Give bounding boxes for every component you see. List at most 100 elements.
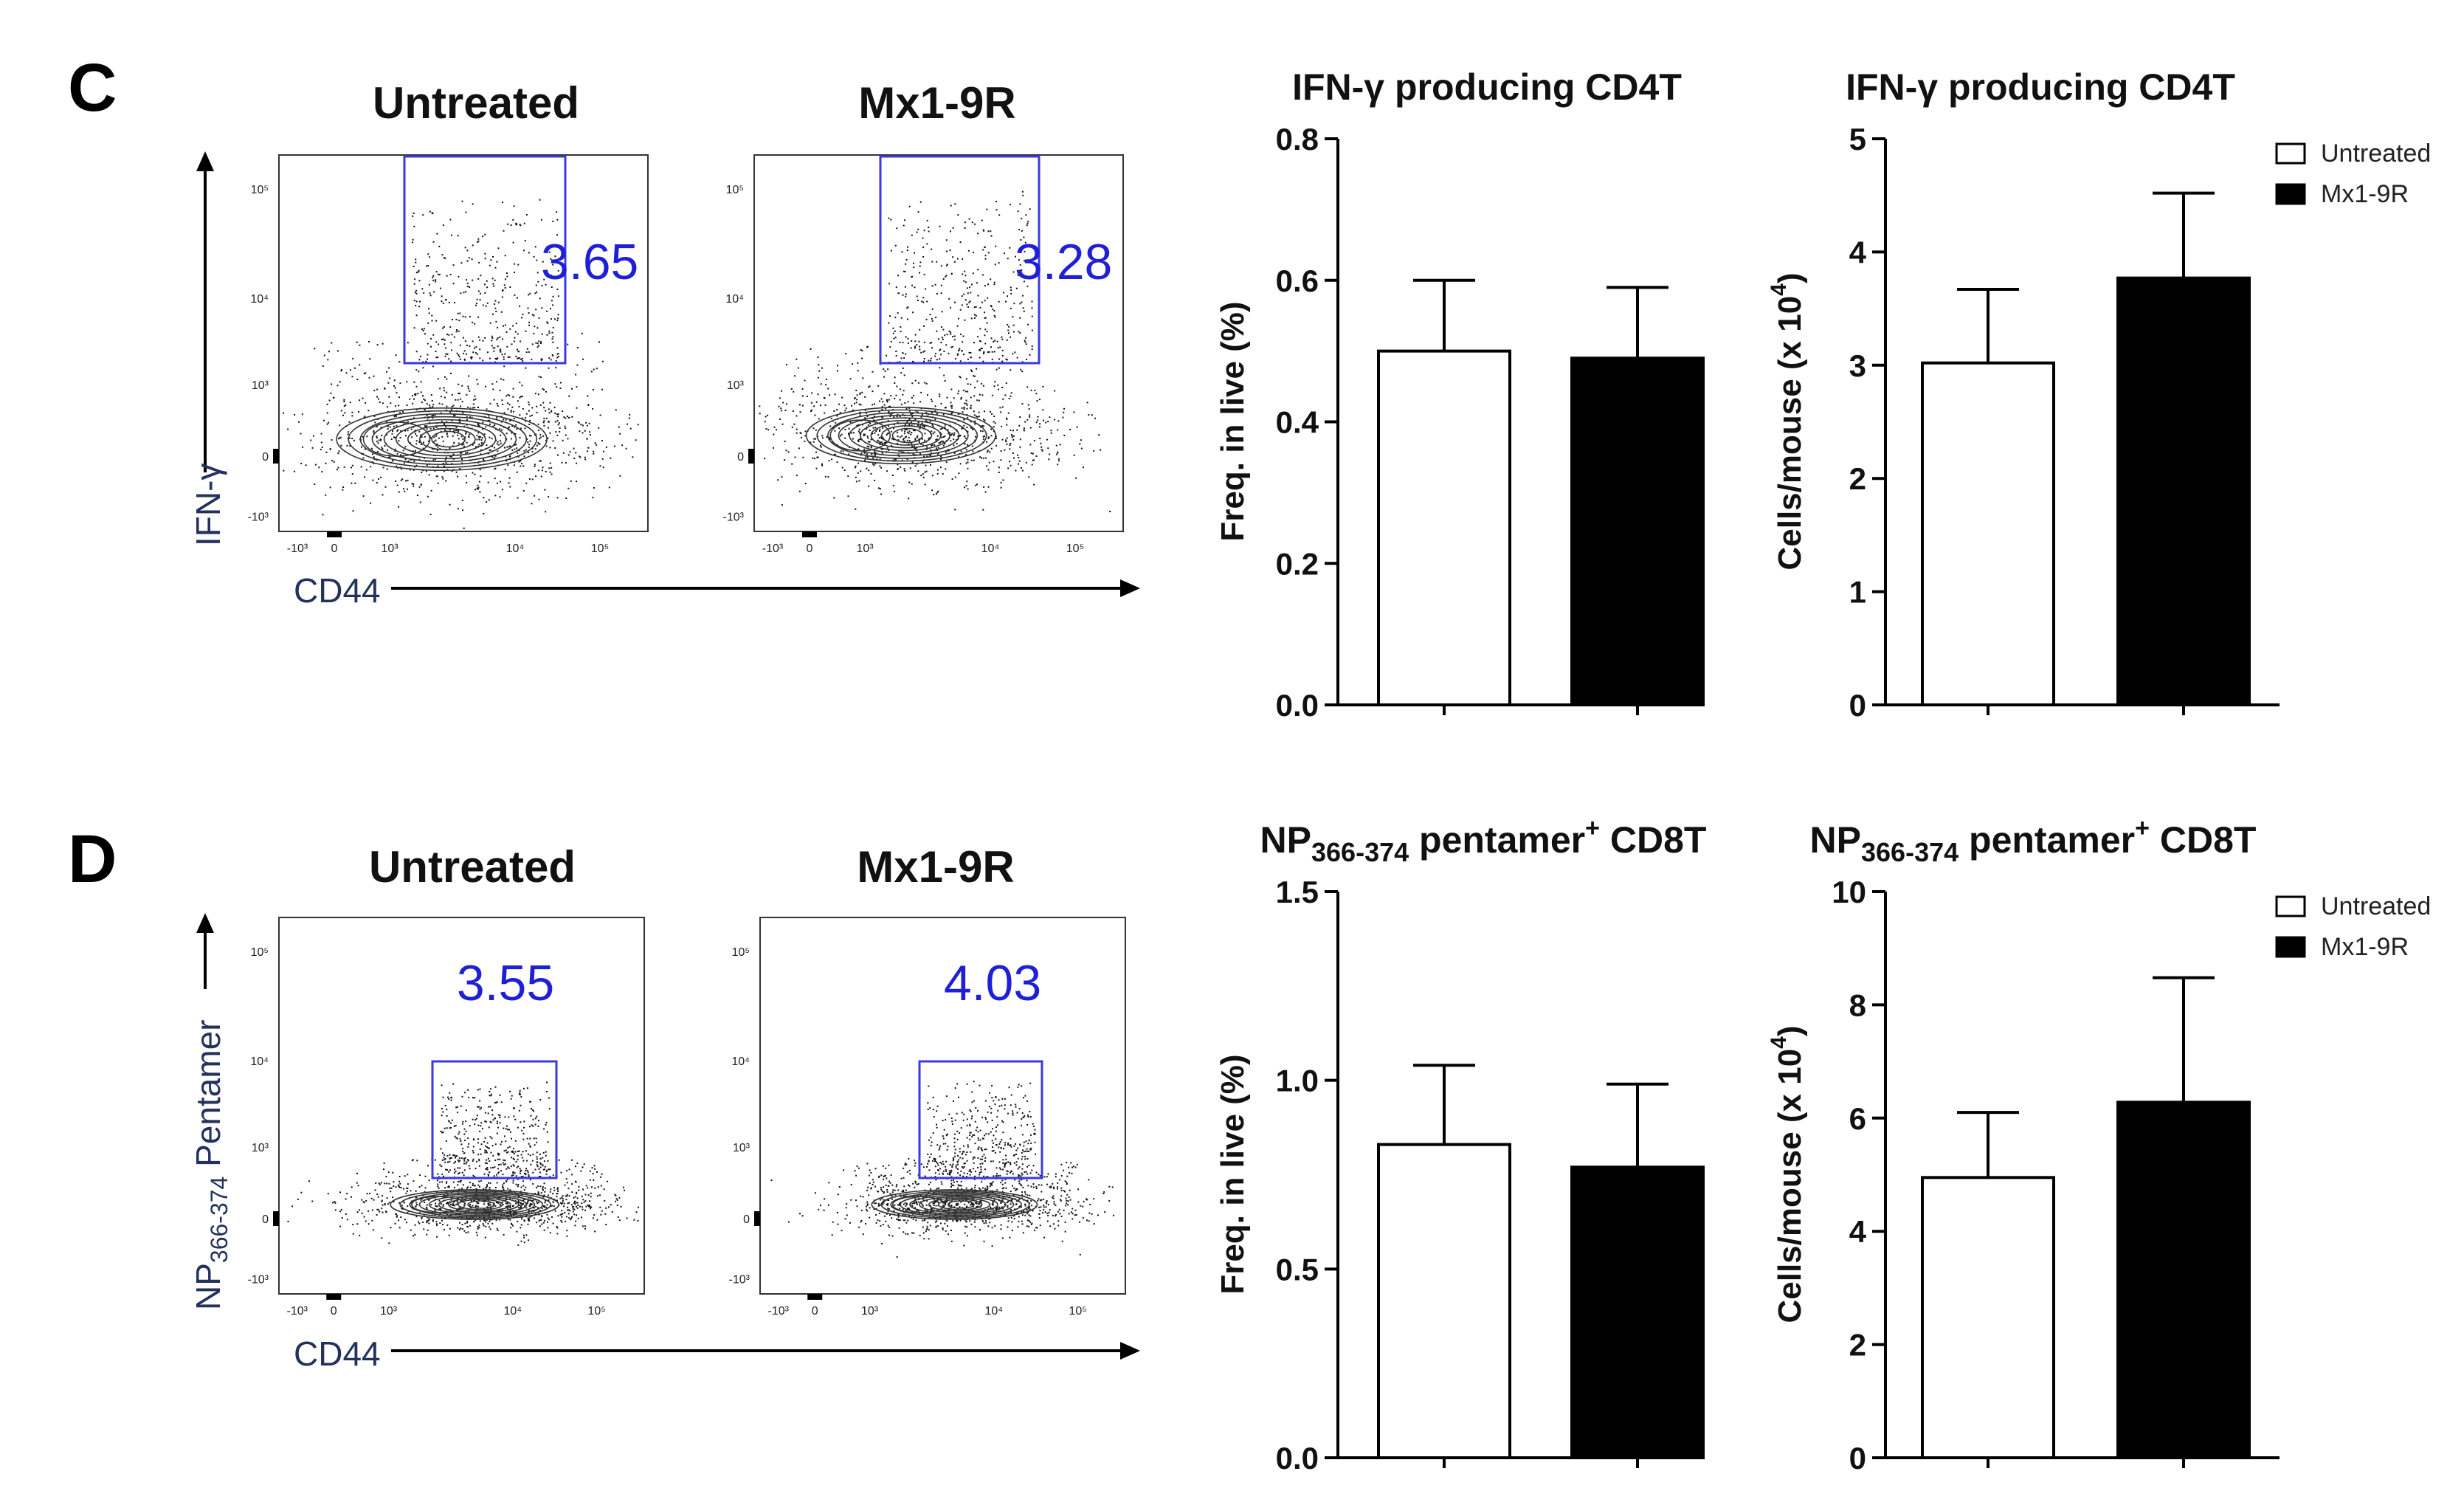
contour-line xyxy=(467,1200,495,1209)
flow-zero-marker xyxy=(807,1294,823,1300)
flow-y-tick-label: 10⁵ xyxy=(726,184,744,196)
bar-chart-d-freq: NP366-374 pentamer+ CD8T 0.0 0.5 1.0 1.5 Freq… xyxy=(1215,814,1706,1475)
y-tick-label: 0.4 xyxy=(1276,405,1319,440)
flow-y-tick-label: 10⁵ xyxy=(251,946,269,959)
flow-x-tick-label: 10⁴ xyxy=(503,1305,522,1318)
contour-line xyxy=(390,1189,559,1220)
flow-y-tick-label: 10⁵ xyxy=(732,946,750,959)
flow-x-axis-d: CD44 xyxy=(294,1334,1140,1373)
y-tick-label: 5 xyxy=(1849,122,1866,156)
legend-label: Mx1-9R xyxy=(2321,180,2409,208)
y-tick-label: 0.6 xyxy=(1276,264,1319,298)
contour-line xyxy=(870,422,942,449)
contour-line xyxy=(371,416,517,463)
contour-line xyxy=(419,427,476,451)
flow-x-label-d: CD44 xyxy=(294,1334,381,1373)
contour-line xyxy=(359,413,528,466)
contour-line xyxy=(407,424,486,454)
chart-title: NP366-374 pentamer+ CD8T xyxy=(1810,814,2257,867)
flow-x-tick-label: 0 xyxy=(331,543,338,555)
contour-line xyxy=(947,1200,975,1209)
contour-line xyxy=(399,1190,552,1219)
legend-swatch-untreated xyxy=(2275,895,2306,917)
flow-contour-cloud xyxy=(287,1081,639,1246)
flow-x-tick-label: 10⁵ xyxy=(591,543,609,555)
contour-line xyxy=(891,1196,946,1213)
flow-y-tick-label: -10³ xyxy=(248,1274,269,1287)
y-tick-label: 10 xyxy=(1832,875,1866,909)
flow-ticks-d: -10³ 0 10³ 10⁴ 10⁵ -10³ 0 10³ 10⁴ 10⁵ -10³ 0 10³ 10⁴ 1… xyxy=(248,946,1087,1318)
flow-x-tick-label: -10³ xyxy=(768,1305,790,1318)
bar-untreated xyxy=(1377,349,1511,706)
contour-line xyxy=(838,414,969,457)
flow-y-tick-label: 10⁴ xyxy=(725,293,744,306)
flow-x-tick-label: 10³ xyxy=(861,1305,879,1318)
flow-contour-cloud xyxy=(770,1081,1114,1258)
chart-title: IFN-γ producing CD4T xyxy=(1292,66,1682,108)
y-tick-label: 0.5 xyxy=(1276,1252,1319,1287)
bar-mx1-9r xyxy=(1570,1165,1705,1459)
contour-line xyxy=(827,412,979,459)
flow-plot-frame xyxy=(759,917,1126,1295)
contour-line xyxy=(409,1191,544,1218)
contour-line xyxy=(438,1196,520,1213)
contour-line xyxy=(909,1194,1007,1215)
flow-x-tick-label: 0 xyxy=(812,1305,818,1318)
contour-line xyxy=(881,425,933,446)
y-tick-label: 2 xyxy=(1849,461,1866,496)
flow-x-tick-label: -10³ xyxy=(287,543,308,555)
flow-y-tick-label: 0 xyxy=(262,451,269,464)
contour-line xyxy=(348,410,538,469)
flow-plot-d-untreated: 3.55 xyxy=(278,917,645,1295)
flow-x-tick-label: -10³ xyxy=(287,1305,308,1318)
flow-x-label-c: CD44 xyxy=(294,571,381,610)
flow-zero-marker xyxy=(273,449,279,464)
flow-x-tick-label: 10⁴ xyxy=(981,543,1000,555)
flow-plot-c-untreated: 3.65 xyxy=(278,154,649,532)
flow-x-tick-label: 10³ xyxy=(380,1305,398,1318)
flow-y-tick-label: 10³ xyxy=(727,379,745,392)
flow-title-d-mx1: Mx1-9R xyxy=(857,842,1014,892)
flow-y-tick-label: -10³ xyxy=(729,1274,750,1287)
flow-x-tick-label: 0 xyxy=(807,543,813,555)
flow-x-axis-c: CD44 xyxy=(294,571,1140,610)
gate-box xyxy=(431,1060,558,1179)
flow-y-tick-label: 10⁴ xyxy=(250,1055,269,1068)
bar-mx1-9r xyxy=(1570,357,1705,706)
gate-value-d-untreated: 3.55 xyxy=(457,955,554,1011)
flow-x-tick-label: 10³ xyxy=(381,543,398,555)
panel-letter-d: D xyxy=(68,822,117,897)
flow-y-axis-d: NP366-374 Pentamer xyxy=(189,913,232,1310)
legend-label: Untreated xyxy=(2321,140,2431,168)
contour-line xyxy=(362,421,431,457)
y-tick-label: 1.5 xyxy=(1276,875,1319,909)
contour-line xyxy=(919,1196,998,1213)
flow-y-tick-label: 10⁵ xyxy=(251,184,269,196)
flow-y-tick-label: 0 xyxy=(737,451,744,464)
y-tick-label: 2 xyxy=(1849,1328,1866,1363)
bar-untreated xyxy=(1377,1143,1511,1460)
y-tick-label: 6 xyxy=(1849,1101,1866,1136)
y-tick-label: 0.8 xyxy=(1276,122,1319,156)
contour-line xyxy=(859,419,950,452)
y-tick-label: 1.0 xyxy=(1276,1064,1319,1098)
contour-line xyxy=(937,1199,983,1210)
bar-mx1-9r xyxy=(2116,276,2251,706)
flow-x-tick-label: 0 xyxy=(331,1305,337,1318)
contour-line xyxy=(928,1197,991,1212)
flow-title-c-mx1: Mx1-9R xyxy=(858,78,1015,128)
flow-y-tick-label: -10³ xyxy=(723,512,745,524)
y-axis-label: Freq. in live (%) xyxy=(1215,1054,1251,1294)
flow-y-tick-label: 10³ xyxy=(733,1142,750,1154)
contour-line xyxy=(418,1193,536,1216)
contour-line xyxy=(411,1196,466,1213)
legend-label: Mx1-9R xyxy=(2321,933,2409,961)
flow-y-tick-label: 10⁴ xyxy=(250,293,269,306)
flow-ticks-c: -10³ 0 10³ 10⁴ 10⁵ -10³ 0 10³ 10⁴ 10⁵ -10³ 0 10³ 10⁴ 1… xyxy=(248,184,1085,555)
flow-y-axis-c: IFN-γ xyxy=(189,151,227,546)
contour-line xyxy=(829,419,891,452)
legend-label: Untreated xyxy=(2321,892,2431,920)
contour-line xyxy=(849,417,960,454)
